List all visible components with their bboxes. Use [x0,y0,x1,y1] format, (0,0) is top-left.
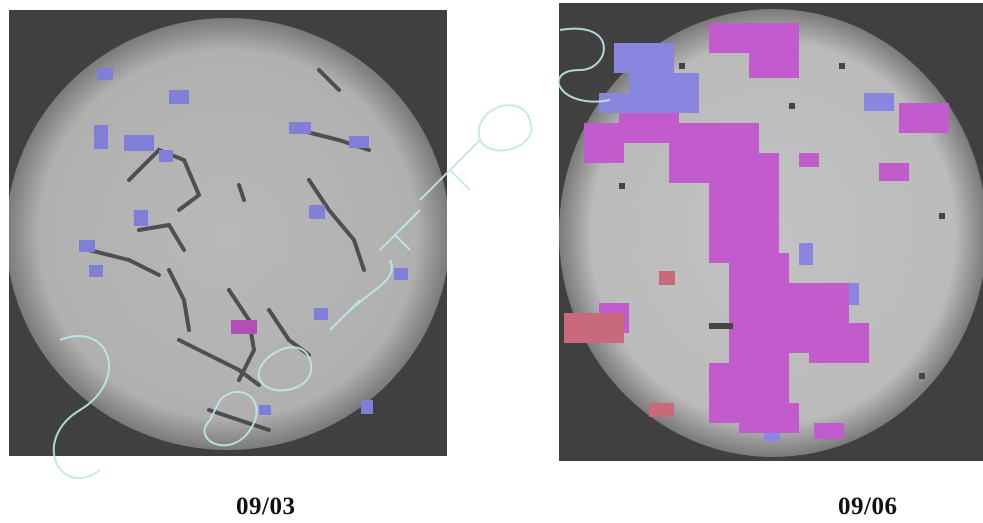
micrograph-right-field [559,3,983,461]
micrograph-right [559,3,983,461]
micrograph-left-field [9,10,447,456]
caption-left: 09/03 [236,493,295,521]
caption-right: 09/06 [838,493,897,521]
micrograph-left [9,10,447,456]
